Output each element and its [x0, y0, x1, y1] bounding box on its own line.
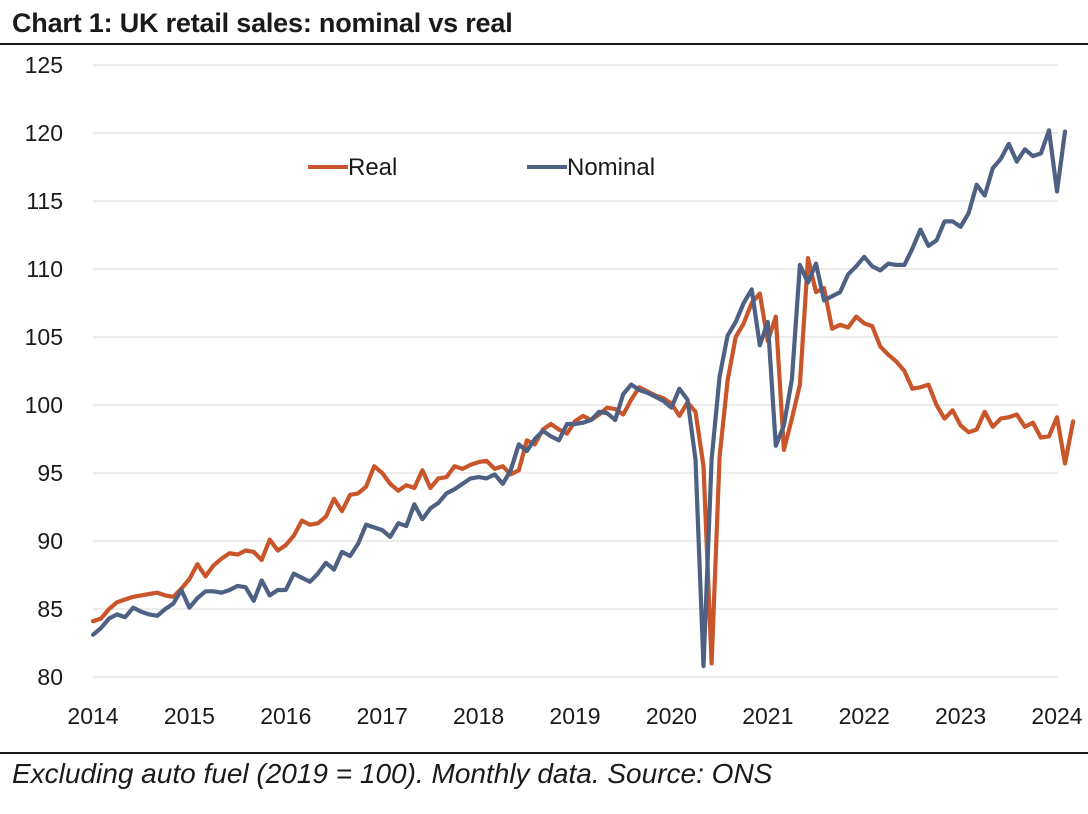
x-tick-label: 2014 [67, 703, 118, 729]
legend-label-nominal: Nominal [567, 154, 655, 181]
y-tick-label: 95 [37, 460, 63, 486]
x-tick-label: 2022 [839, 703, 890, 729]
bottom-rule [0, 752, 1088, 754]
y-tick-label: 105 [25, 324, 63, 350]
chart-footer-note: Excluding auto fuel (2019 = 100). Monthl… [12, 758, 773, 789]
y-tick-label: 115 [26, 188, 63, 214]
top-rule [0, 43, 1088, 45]
legend-label-real: Real [348, 154, 397, 181]
y-tick-label: 90 [37, 528, 63, 554]
x-tick-label: 2023 [935, 703, 986, 729]
y-tick-label: 125 [25, 52, 63, 78]
x-tick-label: 2017 [357, 703, 408, 729]
x-tick-label: 2016 [260, 703, 311, 729]
y-tick-label: 110 [26, 256, 63, 282]
series-line-nominal [90, 128, 1068, 669]
x-tick-label: 2021 [742, 703, 793, 729]
y-tick-label: 85 [37, 596, 63, 622]
x-tick-label: 2015 [164, 703, 215, 729]
y-tick-label: 100 [25, 392, 63, 418]
x-tick-label: 2020 [646, 703, 697, 729]
chart-title: Chart 1: UK retail sales: nominal vs rea… [12, 8, 513, 38]
x-tick-label: 2018 [453, 703, 504, 729]
y-tick-label: 120 [25, 120, 63, 146]
series-line-real [90, 256, 1076, 666]
x-tick-label: 2024 [1031, 703, 1082, 729]
x-tick-label: 2019 [549, 703, 600, 729]
y-tick-label: 80 [37, 664, 63, 690]
